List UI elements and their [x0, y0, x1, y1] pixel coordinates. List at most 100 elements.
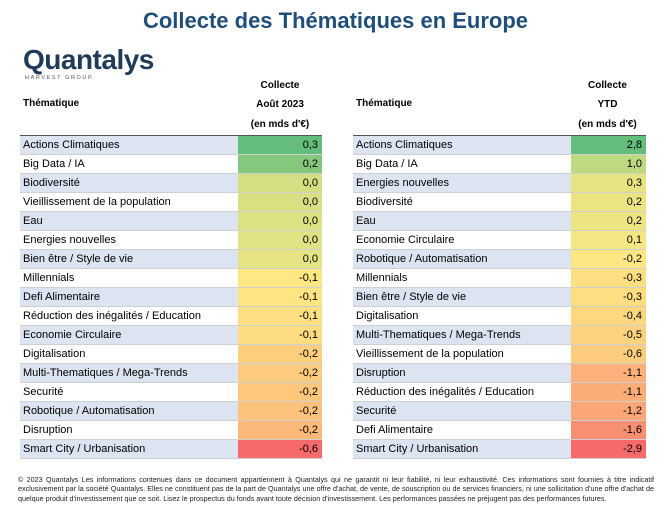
table-row: Robotique / Automatisation -0,2: [353, 250, 646, 269]
collecte-aout-table: Actions Climatiques 0,3 Big Data / IA 0,2 Bi…: [20, 135, 322, 459]
table-row: Vieillissement de la population 0,0: [20, 193, 322, 212]
table-row: Vieillissement de la population -0,6: [353, 345, 646, 364]
row-theme-label: Robotique / Automatisation: [20, 402, 238, 420]
table-row: Economie Circulaire -0,1: [20, 326, 322, 345]
left-col-value-header-line1: Collecte: [260, 80, 300, 91]
table-row: Economie Circulaire 0,1: [353, 231, 646, 250]
row-theme-label: Eau: [20, 212, 238, 230]
row-theme-label: Robotique / Automatisation: [353, 250, 571, 268]
row-theme-label: Economie Circulaire: [356, 234, 455, 246]
table-row: Millennials -0,3: [353, 269, 646, 288]
row-theme-label: Defi Alimentaire: [20, 288, 238, 306]
row-theme-label: Digitalisation: [356, 310, 419, 322]
row-value-cell: -0,2: [238, 421, 322, 439]
row-value-cell: -1,1: [571, 383, 646, 401]
table-row: Actions Climatiques 2,8: [353, 136, 646, 155]
row-value-cell: -0,2: [238, 345, 322, 363]
row-theme-label: Securité: [23, 386, 64, 398]
row-theme-label: Bien être / Style de vie: [353, 288, 571, 306]
collecte-ytd-table: Actions Climatiques 2,8 Big Data / IA 1,0 En…: [353, 135, 646, 459]
right-col-value-header-line2: YTD: [597, 99, 618, 110]
row-value-cell: -0,6: [571, 345, 646, 363]
row-value-cell: -0,1: [238, 307, 322, 325]
row-theme-label: Digitalisation: [23, 348, 86, 360]
row-value-cell: -0,2: [238, 364, 322, 382]
table-row: Eau 0,2: [353, 212, 646, 231]
row-theme-label: Millennials: [23, 272, 75, 284]
table-row: Energies nouvelles 0,3: [353, 174, 646, 193]
table-row: Disruption -0,2: [20, 421, 322, 440]
row-value-cell: -0,1: [238, 269, 322, 287]
table-row: Defi Alimentaire -1,6: [353, 421, 646, 440]
table-row: Disruption -1,1: [353, 364, 646, 383]
row-theme-label: Smart City / Urbanisation: [353, 440, 571, 458]
row-theme-label: Economie Circulaire: [20, 326, 238, 344]
page-title: Collecte des Thématiques en Europe: [142, 8, 529, 33]
table-row: Millennials -0,1: [20, 269, 322, 288]
table-row: Multi-Thematiques / Mega-Trends -0,2: [20, 364, 322, 383]
row-value-cell: 0,3: [571, 174, 646, 192]
left-col-theme-header: Thématique: [23, 98, 80, 109]
table-row: Biodiversité 0,0: [20, 174, 322, 193]
left-col-value-header-line2: Août 2023: [256, 99, 304, 110]
right-col-value-header-line3: (en mds d'€): [578, 119, 637, 130]
row-value-cell: 0,2: [571, 193, 646, 211]
row-theme-label: Réduction des inégalités / Education: [356, 386, 534, 398]
table-row: Réduction des inégalités / Education -0,1: [20, 307, 322, 326]
table-row: Big Data / IA 1,0: [353, 155, 646, 174]
table-row: Réduction des inégalités / Education -1,1: [353, 383, 646, 402]
row-theme-label: Defi Alimentaire: [356, 424, 434, 436]
row-theme-label: Eau: [353, 212, 571, 230]
table-row: Energies nouvelles 0,0: [20, 231, 322, 250]
table-row: Robotique / Automatisation -0,2: [20, 402, 322, 421]
row-theme-label: Energies nouvelles: [23, 234, 116, 246]
right-col-theme-header: Thématique: [356, 98, 413, 109]
row-value-cell: 0,3: [238, 136, 322, 154]
row-theme-label: Vieillissement de la population: [356, 348, 504, 360]
left-col-value-header-line3: (en mds d'€): [250, 119, 310, 130]
row-value-cell: 0,0: [238, 174, 322, 192]
row-value-cell: 0,0: [238, 250, 322, 268]
row-theme-label: Securité: [353, 402, 571, 420]
row-theme-label: Biodiversité: [356, 196, 413, 208]
table-row: Smart City / Urbanisation -2,9: [353, 440, 646, 459]
table-row: Big Data / IA 0,2: [20, 155, 322, 174]
row-value-cell: 0,0: [238, 231, 322, 249]
row-theme-label: Millennials: [356, 272, 408, 284]
row-theme-label: Bien être / Style de vie: [20, 250, 238, 268]
row-value-cell: -0,2: [238, 383, 322, 401]
row-value-cell: -0,4: [571, 307, 646, 325]
table-row: Actions Climatiques 0,3: [20, 136, 322, 155]
row-theme-label: Big Data / IA: [356, 158, 418, 170]
table-row: Bien être / Style de vie -0,3: [353, 288, 646, 307]
row-value-cell: 0,0: [238, 193, 322, 211]
table-row: Eau 0,0: [20, 212, 322, 231]
logo-name: Quantalys: [23, 44, 154, 75]
row-value-cell: 0,0: [238, 212, 322, 230]
row-value-cell: -0,5: [571, 326, 646, 344]
row-theme-label: Actions Climatiques: [20, 136, 238, 154]
table-row: Securité -1,2: [353, 402, 646, 421]
row-value-cell: -0,2: [571, 250, 646, 268]
row-theme-label: Big Data / IA: [23, 158, 85, 170]
row-value-cell: -0,3: [571, 269, 646, 287]
row-theme-label: Smart City / Urbanisation: [20, 440, 238, 458]
row-value-cell: -1,2: [571, 402, 646, 420]
row-theme-label: Actions Climatiques: [353, 136, 571, 154]
table-row: Bien être / Style de vie 0,0: [20, 250, 322, 269]
table-row: Defi Alimentaire -0,1: [20, 288, 322, 307]
row-value-cell: -0,6: [238, 440, 322, 458]
row-theme-label: Disruption: [23, 424, 73, 436]
row-theme-label: Biodiversité: [20, 174, 238, 192]
row-theme-label: Disruption: [353, 364, 571, 382]
row-value-cell: 0,1: [571, 231, 646, 249]
row-value-cell: -0,1: [238, 326, 322, 344]
quantalys-logo: Quantalys HARVEST GROUP: [23, 44, 154, 82]
row-value-cell: -0,1: [238, 288, 322, 306]
row-theme-label: Multi-Thematiques / Mega-Trends: [20, 364, 238, 382]
row-theme-label: Multi-Thematiques / Mega-Trends: [353, 326, 571, 344]
table-row: Biodiversité 0,2: [353, 193, 646, 212]
row-value-cell: -1,6: [571, 421, 646, 439]
right-col-value-header-line1: Collecte: [588, 80, 627, 91]
row-value-cell: -1,1: [571, 364, 646, 382]
